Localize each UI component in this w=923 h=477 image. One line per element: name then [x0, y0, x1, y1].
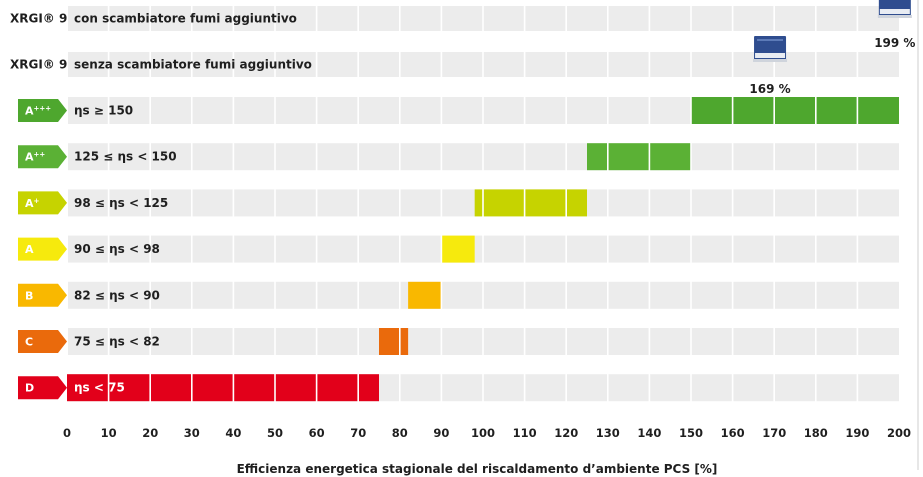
x-tick-label: 100 [471, 426, 495, 440]
x-tick-label: 200 [887, 426, 911, 440]
x-tick-label: 170 [762, 426, 786, 440]
class-bar [408, 281, 442, 309]
class-badge [18, 330, 67, 353]
product-name: XRGI® 9 [10, 12, 67, 26]
x-tick-label: 40 [225, 426, 241, 440]
xrgi-unit-icon [753, 36, 788, 62]
x-tick-label: 160 [721, 426, 745, 440]
x-tick-label: 10 [101, 426, 117, 440]
x-tick-label: 150 [679, 426, 703, 440]
x-tick-label: 180 [804, 426, 828, 440]
x-tick-label: 70 [350, 426, 366, 440]
x-tick-label: 90 [433, 426, 449, 440]
class-bar [587, 143, 691, 171]
x-tick-label: 190 [845, 426, 869, 440]
class-badge-letter: A+++ [25, 105, 51, 118]
x-axis-label: Efficienza energetica stagionale del ris… [237, 462, 718, 476]
class-badge-letter: B [25, 289, 33, 302]
class-bar [441, 235, 475, 263]
class-range-label: ηs < 75 [74, 381, 125, 395]
product-label: senza scambiatore fumi aggiuntivo [74, 58, 312, 72]
class-badge-letter: A++ [25, 151, 45, 164]
class-bar [67, 374, 379, 402]
class-range-label: 90 ≤ ηs < 98 [74, 242, 160, 256]
xrgi-unit-icon [877, 0, 912, 18]
class-badge [18, 191, 67, 215]
product-value-label: 169 % [749, 82, 790, 96]
class-range-label: ηs ≥ 150 [74, 104, 133, 118]
x-tick-label: 120 [554, 426, 578, 440]
class-badge [18, 237, 67, 261]
product-name: XRGI® 9 [10, 58, 67, 72]
product-markers: 199 % 169 % [749, 0, 915, 96]
class-badge [18, 376, 67, 400]
class-bar [379, 328, 409, 355]
class-badge [18, 283, 67, 307]
x-tick-label: 50 [267, 426, 283, 440]
x-tick-label: 30 [184, 426, 200, 440]
x-tick-label: 60 [309, 426, 325, 440]
class-badge [18, 99, 67, 122]
class-badge-letter: A+ [25, 197, 40, 210]
product-value-label: 199 % [874, 36, 915, 50]
class-range-label: 75 ≤ ηs < 82 [74, 335, 160, 349]
class-badge [18, 145, 67, 169]
class-badges: A+++ A++ A+ A B C D [18, 99, 67, 400]
class-bar [691, 97, 899, 124]
x-tick-label: 0 [63, 426, 71, 440]
product-label: con scambiatore fumi aggiuntivo [74, 12, 297, 26]
class-range-label: 125 ≤ ηs < 150 [74, 150, 177, 164]
x-tick-label: 140 [637, 426, 661, 440]
class-badge-letter: D [25, 382, 34, 395]
class-range-label: 98 ≤ ηs < 125 [74, 196, 168, 210]
class-bars [67, 97, 899, 402]
x-tick-labels: 0 10 20 30 40 50 60 70 80 90 100 110 120 130 140 150 160… [63, 426, 911, 440]
class-range-label: 82 ≤ ηs < 90 [74, 288, 160, 302]
grid-lines [107, 0, 859, 404]
x-tick-label: 80 [392, 426, 408, 440]
class-bar [474, 189, 587, 217]
x-tick-label: 130 [596, 426, 620, 440]
row-labels: XRGI® 9 con scambiatore fumi aggiuntivo XR… [10, 12, 312, 395]
x-tick-label: 20 [142, 426, 158, 440]
x-tick-label: 110 [513, 426, 537, 440]
class-badge-letter: C [25, 336, 33, 349]
class-badge-letter: A [25, 243, 34, 256]
